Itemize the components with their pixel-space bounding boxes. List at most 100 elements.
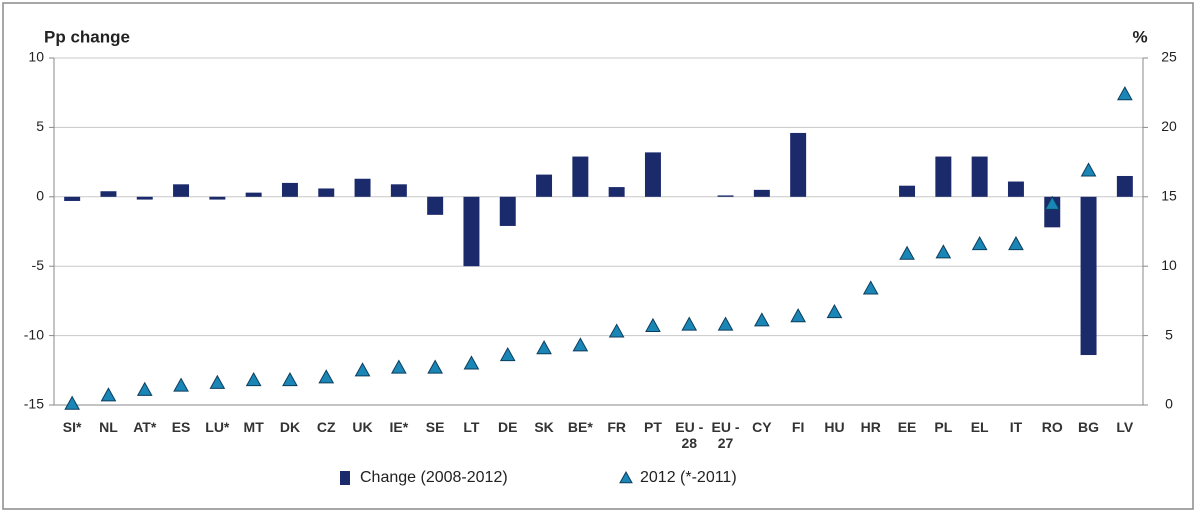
x-tick-label: NL	[99, 419, 118, 435]
triangle-marker	[318, 369, 335, 384]
bar	[499, 196, 516, 226]
x-tick-label: EU - 27	[711, 419, 740, 451]
triangle-marker	[1080, 162, 1097, 177]
x-tick-label: FI	[791, 419, 805, 435]
bar	[209, 196, 226, 200]
bar	[1116, 175, 1133, 197]
triangle-marker	[681, 316, 698, 331]
x-tick-label: PT	[644, 419, 662, 435]
bar	[354, 178, 371, 197]
x-tick-label: EU - 28	[675, 419, 704, 451]
bar	[64, 196, 81, 201]
triangle-marker	[136, 381, 153, 396]
triangle-marker	[754, 312, 770, 327]
x-tick-label: CZ	[316, 419, 336, 435]
legend-swatch	[340, 471, 350, 485]
y2-axis-title: %	[1132, 27, 1147, 46]
bar	[536, 174, 553, 197]
bar	[136, 196, 153, 200]
x-tick-label: DE	[498, 419, 518, 435]
y-tick-label: -15	[24, 396, 44, 412]
y-axis-title: Pp change	[44, 27, 130, 46]
x-tick-label: LU*	[205, 419, 230, 435]
legend-label: 2012 (*-2011)	[640, 469, 737, 486]
legend-swatch	[619, 470, 633, 484]
x-tick-label: HU	[824, 419, 845, 435]
triangle-marker	[717, 316, 734, 331]
triangle-marker	[645, 317, 661, 332]
y2-tick-label: 15	[1161, 188, 1177, 204]
bar	[390, 184, 407, 197]
triangle-marker	[790, 308, 806, 323]
x-tick-label: AT*	[133, 419, 157, 435]
bar	[572, 156, 589, 197]
bar	[463, 196, 480, 267]
y2-tick-label: 0	[1165, 396, 1173, 412]
triangle-marker	[899, 245, 915, 260]
x-tick-label: LT	[463, 419, 480, 435]
triangle-marker	[608, 323, 625, 338]
x-tick-label: MT	[243, 419, 264, 435]
x-tick-label: SE	[425, 419, 445, 435]
triangle-marker	[1117, 86, 1133, 101]
triangle-marker	[1008, 235, 1024, 251]
x-tick-label: UK	[352, 419, 373, 435]
bar	[281, 182, 298, 197]
bar	[1007, 181, 1024, 197]
x-tick-label: IE*	[389, 419, 409, 435]
x-tick-label: RO	[1041, 419, 1063, 435]
bar	[790, 132, 807, 197]
x-tick-label: HR	[860, 419, 881, 435]
bar	[173, 184, 190, 197]
bar	[899, 185, 916, 197]
x-tick-label: IT	[1009, 419, 1023, 435]
x-tick-label: CY	[752, 419, 772, 435]
bar	[245, 192, 262, 197]
triangle-marker	[173, 377, 189, 392]
triangle-marker	[572, 337, 589, 352]
triangle-marker	[463, 355, 480, 370]
bar	[644, 152, 661, 197]
bar	[1080, 196, 1097, 356]
x-tick-label: FR	[607, 419, 626, 435]
bar	[318, 188, 335, 197]
triangle-marker	[536, 340, 552, 355]
triangle-marker	[427, 359, 443, 374]
x-tick-label: EE	[897, 419, 917, 435]
y-tick-label: 5	[36, 118, 44, 134]
x-tick-label: ES	[171, 419, 191, 435]
x-tick-label: BG	[1078, 419, 1100, 435]
y2-tick-label: 10	[1161, 257, 1177, 273]
y-tick-label: 10	[28, 49, 44, 65]
triangle-marker	[100, 387, 117, 402]
x-tick-label: BE*	[567, 419, 593, 435]
x-tick-label: PL	[934, 419, 953, 435]
x-tick-label: LV	[1116, 419, 1134, 435]
triangle-marker	[1044, 195, 1061, 210]
y-tick-label: -10	[24, 326, 44, 342]
triangle-marker	[391, 359, 407, 374]
y2-tick-label: 5	[1165, 326, 1173, 342]
bar	[971, 156, 988, 197]
bar	[608, 187, 625, 197]
y-tick-label: 0	[36, 188, 44, 204]
triangle-marker	[64, 395, 80, 410]
x-tick-label: DK	[279, 419, 301, 435]
y2-tick-label: 20	[1161, 118, 1177, 134]
triangle-marker	[499, 347, 516, 362]
y-tick-label: -5	[32, 257, 45, 273]
x-tick-label: SI*	[62, 419, 82, 435]
triangle-marker	[935, 244, 952, 259]
triangle-marker	[209, 374, 226, 389]
y2-tick-label: 25	[1161, 49, 1177, 65]
bar	[753, 189, 770, 197]
x-tick-label: SK	[534, 419, 554, 435]
bar	[100, 191, 117, 197]
bar	[935, 156, 952, 197]
bar	[717, 195, 734, 197]
triangle-marker	[862, 280, 879, 295]
triangle-marker	[971, 235, 988, 251]
